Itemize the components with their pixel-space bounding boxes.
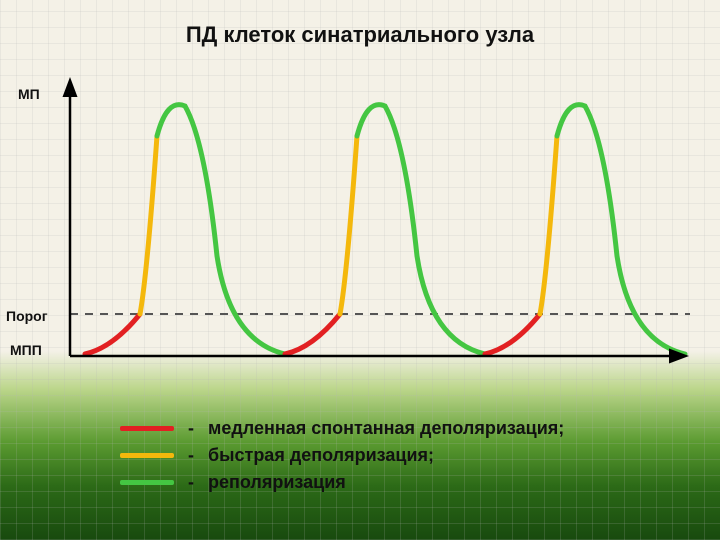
chart-area — [50, 76, 690, 386]
axis-label-mp: МП — [18, 86, 40, 102]
slide-root: ПД клеток синатриального узла МП Порог М… — [0, 0, 720, 540]
legend-dash: - — [188, 418, 194, 439]
legend-swatch-repol — [120, 480, 174, 485]
legend-label-repol: реполяризация — [208, 472, 346, 493]
legend-label-slow: медленная спонтанная деполяризация; — [208, 418, 564, 439]
chart-svg — [50, 76, 690, 386]
legend-item-slow: - медленная спонтанная деполяризация; — [120, 418, 564, 439]
legend-label-fast: быстрая деполяризация; — [208, 445, 434, 466]
axis-label-porog: Порог — [6, 308, 48, 324]
chart-title: ПД клеток синатриального узла — [0, 22, 720, 48]
legend-item-repol: - реполяризация — [120, 472, 564, 493]
legend-swatch-slow — [120, 426, 174, 431]
legend-swatch-fast — [120, 453, 174, 458]
axis-label-mpp: МПП — [10, 342, 42, 358]
legend-dash: - — [188, 445, 194, 466]
legend-item-fast: - быстрая деполяризация; — [120, 445, 564, 466]
legend-dash: - — [188, 472, 194, 493]
legend: - медленная спонтанная деполяризация; - … — [120, 418, 564, 493]
